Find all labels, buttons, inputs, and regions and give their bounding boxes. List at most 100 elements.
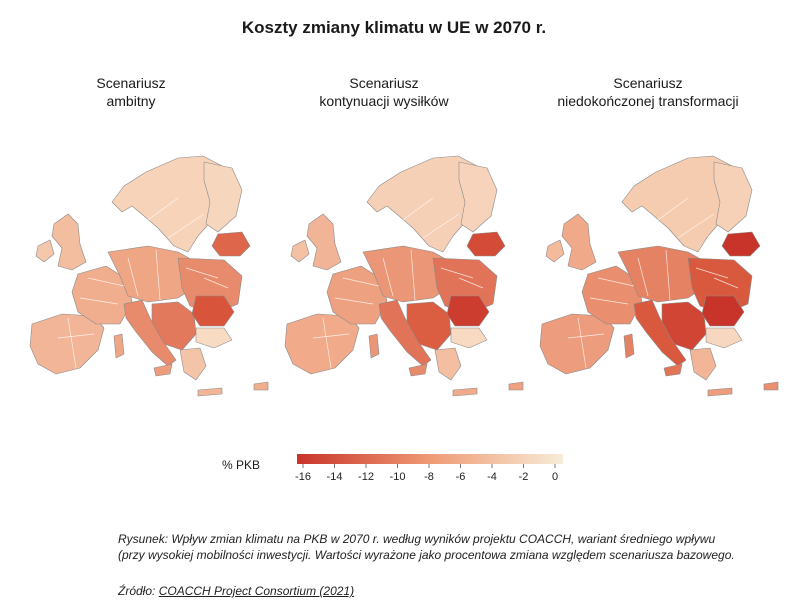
region-border-line bbox=[87, 277, 125, 287]
region-border-line bbox=[677, 213, 715, 239]
region-border-line bbox=[695, 267, 729, 279]
source-prefix: Źródło: bbox=[118, 584, 159, 598]
region-border-line bbox=[342, 277, 380, 287]
color-scale-bar bbox=[297, 454, 563, 464]
romania-region bbox=[191, 295, 235, 327]
color-scale-legend: -16 -14 -12 -10 -8 -6 -4 -2 0 bbox=[295, 454, 563, 483]
british-isles-region bbox=[51, 213, 87, 271]
greece-region bbox=[179, 347, 207, 381]
scenario-title-line1: Scenariusz bbox=[349, 75, 419, 91]
source-link[interactable]: COACCH Project Consortium (2021) bbox=[158, 584, 355, 598]
region-border-line bbox=[147, 197, 179, 221]
legend-tick-label: -4 bbox=[487, 471, 497, 483]
finland-region bbox=[458, 161, 498, 233]
scenario-title-line1: Scenariusz bbox=[613, 75, 683, 91]
region-border-line bbox=[637, 257, 649, 297]
sicily-region bbox=[153, 363, 173, 377]
region-border-line bbox=[577, 317, 587, 369]
region-border-line bbox=[67, 317, 77, 369]
region-border-line bbox=[127, 257, 139, 297]
british-isles-region bbox=[306, 213, 342, 271]
scenario-title-line2: kontynuacji wysiłków bbox=[319, 93, 449, 109]
scenario-title-line2: niedokończonej transformacji bbox=[557, 93, 739, 109]
region-border-line bbox=[334, 297, 374, 305]
region-border-line bbox=[597, 277, 635, 287]
legend-tick-label: -2 bbox=[519, 471, 529, 483]
ireland-region bbox=[290, 239, 310, 263]
france-region bbox=[71, 265, 133, 325]
map-ambitious bbox=[29, 155, 269, 397]
romania-region bbox=[446, 295, 490, 327]
legend-tick-label: -6 bbox=[456, 471, 466, 483]
sicily-region bbox=[663, 363, 683, 377]
iberia-region bbox=[284, 313, 360, 375]
region-border-line bbox=[57, 333, 95, 339]
france-region bbox=[326, 265, 388, 325]
scenario-title-line1: Scenariusz bbox=[96, 75, 166, 91]
region-border-line bbox=[440, 267, 474, 279]
cyprus-region bbox=[253, 381, 269, 391]
ireland-region bbox=[545, 239, 565, 263]
region-border-line bbox=[589, 297, 629, 305]
ireland-region bbox=[35, 239, 55, 263]
crete-region bbox=[452, 387, 478, 397]
baltic-region bbox=[211, 231, 251, 257]
scenario-title-continued: Scenariusz kontynuacji wysiłków bbox=[284, 74, 484, 110]
british-isles-region bbox=[561, 213, 597, 271]
bulgaria-region bbox=[195, 327, 233, 349]
scenario-title-ambitious: Scenariusz ambitny bbox=[31, 74, 231, 110]
legend-tick-label: -10 bbox=[390, 471, 406, 483]
region-border-line bbox=[322, 317, 332, 369]
legend-tick-label: -14 bbox=[327, 471, 343, 483]
crete-region bbox=[707, 387, 733, 397]
greece-region bbox=[689, 347, 717, 381]
region-border-line bbox=[203, 277, 229, 289]
legend-tick-label: -8 bbox=[424, 471, 434, 483]
region-border-line bbox=[402, 197, 434, 221]
greece-region bbox=[434, 347, 462, 381]
italy-region bbox=[378, 299, 432, 367]
map-unfinished bbox=[539, 155, 779, 397]
legend-tick-label: -16 bbox=[295, 471, 311, 483]
scenario-title-line2: ambitny bbox=[106, 93, 156, 109]
sardinia-region bbox=[623, 333, 635, 359]
region-borders bbox=[312, 197, 484, 369]
region-border-line bbox=[312, 333, 350, 339]
figure-title: Koszty zmiany klimatu w UE w 2070 r. bbox=[241, 18, 547, 37]
baltic-region bbox=[721, 231, 761, 257]
region-borders bbox=[57, 197, 229, 369]
cyprus-region bbox=[508, 381, 524, 391]
bulgaria-region bbox=[450, 327, 488, 349]
finland-region bbox=[203, 161, 243, 233]
region-border-line bbox=[155, 249, 161, 301]
region-border-line bbox=[713, 277, 739, 289]
scenario-title-unfinished: Scenariusz niedokończonej transformacji bbox=[548, 74, 748, 110]
sardinia-region bbox=[368, 333, 380, 359]
region-border-line bbox=[657, 197, 689, 221]
sardinia-region bbox=[113, 333, 125, 359]
region-border-line bbox=[410, 249, 416, 301]
legend-unit-label: % PKB bbox=[222, 458, 261, 472]
legend-tick-label: -12 bbox=[358, 471, 374, 483]
map-continued bbox=[284, 155, 524, 397]
region-border-line bbox=[79, 297, 119, 305]
romania-region bbox=[701, 295, 745, 327]
region-border-line bbox=[382, 257, 394, 297]
region-border-line bbox=[422, 213, 460, 239]
sicily-region bbox=[408, 363, 428, 377]
legend-tick-label: 0 bbox=[552, 471, 558, 483]
cyprus-region bbox=[763, 381, 779, 391]
finland-region bbox=[713, 161, 753, 233]
region-border-line bbox=[167, 213, 205, 239]
iberia-region bbox=[29, 313, 105, 375]
bulgaria-region bbox=[705, 327, 743, 349]
region-border-line bbox=[567, 333, 605, 339]
iberia-region bbox=[539, 313, 615, 375]
figure-caption: Rysunek: Wpływ zmian klimatu na PKB w 20… bbox=[118, 532, 735, 562]
region-border-line bbox=[185, 267, 219, 279]
italy-region bbox=[633, 299, 687, 367]
crete-region bbox=[197, 387, 223, 397]
region-border-line bbox=[458, 277, 484, 289]
figure-source: Źródło: COACCH Project Consortium (2021) bbox=[118, 584, 354, 598]
france-region bbox=[581, 265, 643, 325]
